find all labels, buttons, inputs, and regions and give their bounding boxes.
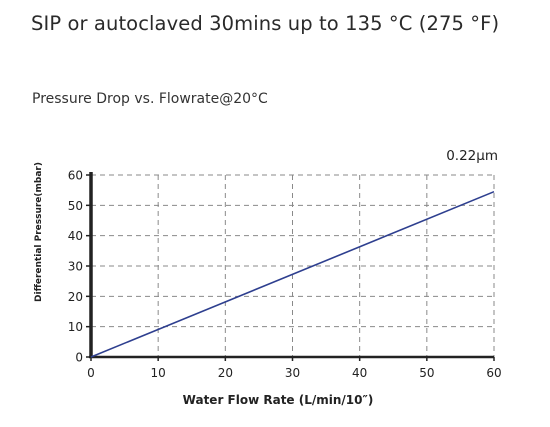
page-headline: SIP or autoclaved 30mins up to 135 °C (2… (31, 12, 500, 35)
series-line-0 (90, 190, 495, 358)
x-tick-label-20: 20 (218, 366, 233, 380)
y-axis-title: Differential Pressure(mbar) (34, 162, 44, 302)
y-tick-label-30: 30 (68, 260, 83, 274)
grid-lines (91, 174, 495, 357)
y-tick-label-40: 40 (68, 229, 83, 243)
x-tick-label-40: 40 (352, 366, 367, 380)
chart-title: Pressure Drop vs. Flowrate@20°C (32, 91, 268, 107)
x-tick-label-0: 0 (87, 366, 95, 380)
x-tick-label-10: 10 (151, 366, 166, 380)
x-axis-title: Water Flow Rate (L/min/10″) (183, 393, 374, 407)
x-tick-label-50: 50 (419, 366, 434, 380)
y-tick-label-20: 20 (68, 290, 83, 304)
y-tick-label-50: 50 (68, 199, 83, 213)
y-tick-label-10: 10 (68, 320, 83, 334)
x-tick-label-60: 60 (486, 366, 501, 380)
x-axis: 0 10 20 30 40 50 60 (87, 355, 502, 380)
series-lines (90, 190, 495, 358)
y-axis: 0 10 20 30 40 50 60 (68, 169, 93, 365)
x-tick-label-30: 30 (285, 366, 300, 380)
y-tick-label-60: 60 (68, 169, 83, 183)
y-tick-label-0: 0 (75, 351, 83, 365)
series-label: 0.22μm (446, 148, 498, 164)
